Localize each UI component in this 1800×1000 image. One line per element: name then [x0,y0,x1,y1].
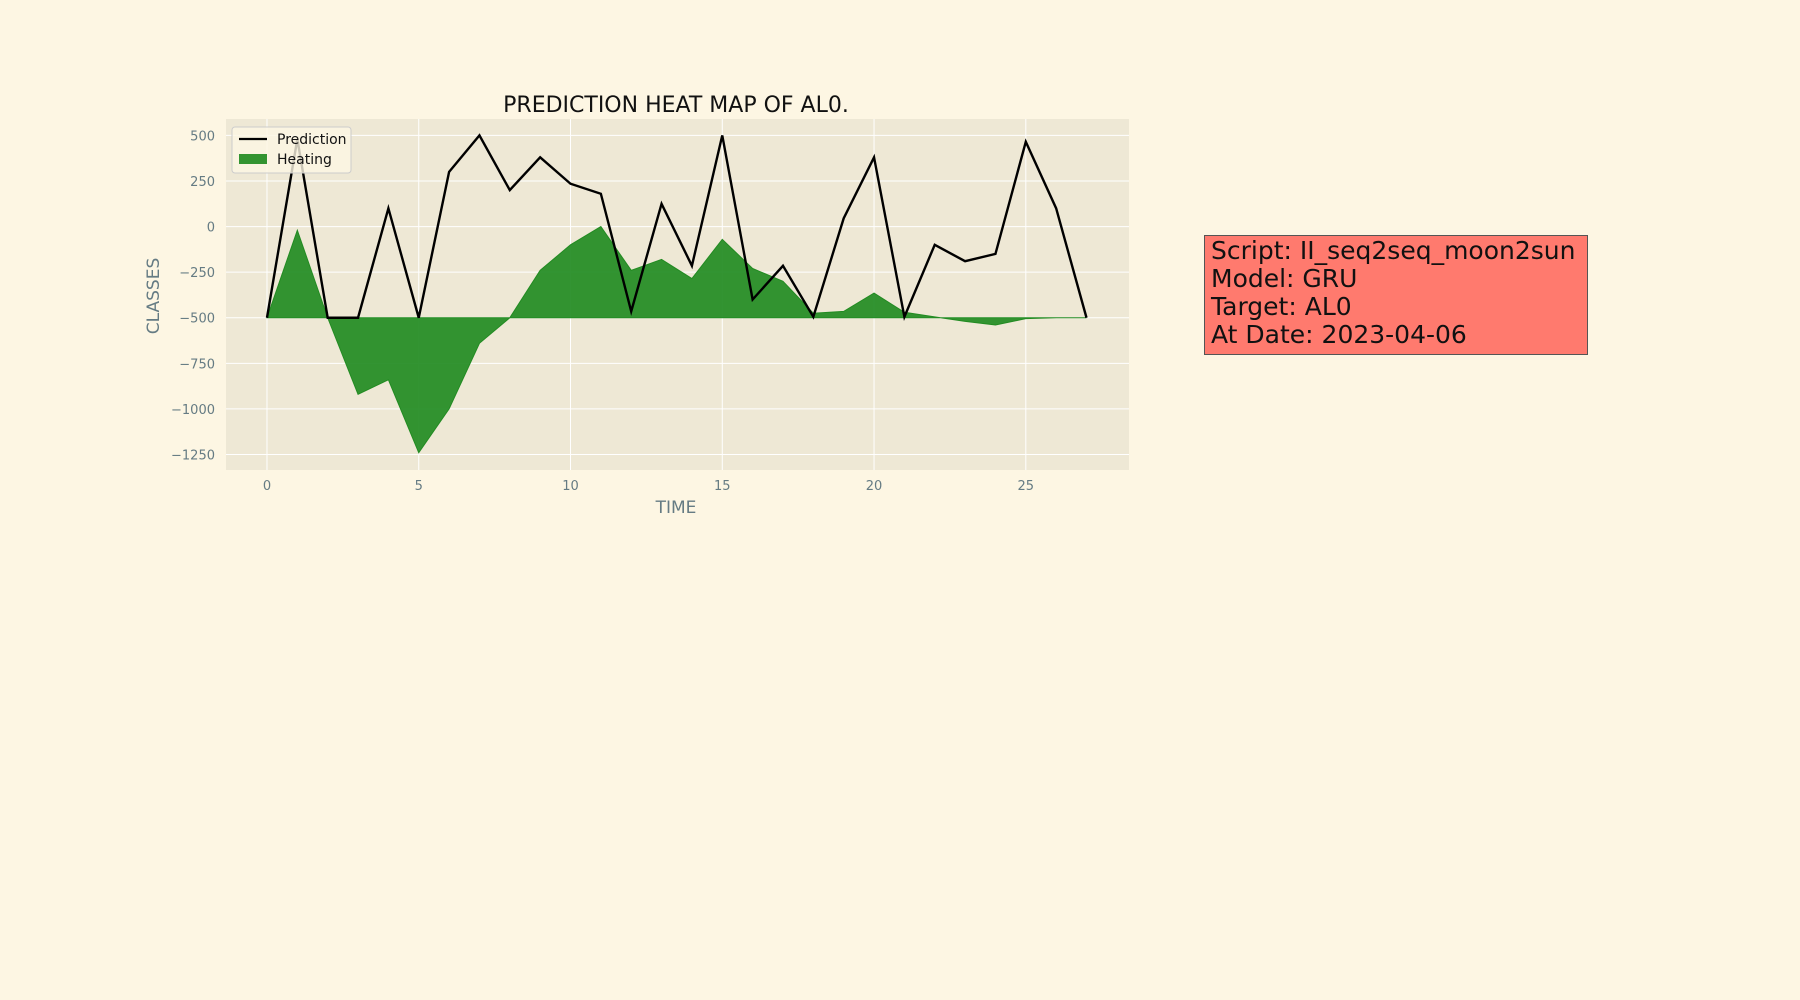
y-tick-label: 0 [207,221,215,236]
info-model: Model: GRU [1211,264,1358,293]
legend-prediction-label: Prediction [277,132,347,148]
x-tick-label: 20 [866,479,883,494]
prediction-line [265,133,1088,321]
x-axis-label: TIME [655,498,697,518]
legend-heating-swatch [239,154,267,164]
info-script: Script: II_seq2seq_moon2sun [1211,236,1576,265]
info-box: Script: II_seq2seq_moon2sun Model: GRU T… [1204,235,1588,355]
y-axis-label: CLASSES [144,258,164,334]
x-tick-label: 10 [562,479,579,494]
y-tick-label: −1250 [171,449,215,464]
y-tick-label: 500 [190,129,215,144]
y-tick-label: 250 [190,175,215,190]
x-tick-label: 5 [415,479,423,494]
legend: Prediction Heating [231,126,352,174]
y-tick-label: −750 [179,357,215,372]
y-tick-label: −250 [179,266,215,281]
heating-area [266,225,1087,454]
info-target: Target: AL0 [1211,292,1352,321]
chart-title: PREDICTION HEAT MAP OF AL0. [503,93,849,118]
y-tick-label: −500 [179,312,215,327]
x-tick-label: 0 [263,479,271,494]
y-tick-label: −1000 [171,403,215,418]
x-tick-label: 25 [1018,479,1035,494]
info-date: At Date: 2023-04-06 [1211,320,1467,349]
x-tick-label: 15 [714,479,731,494]
legend-heating-label: Heating [277,152,332,168]
